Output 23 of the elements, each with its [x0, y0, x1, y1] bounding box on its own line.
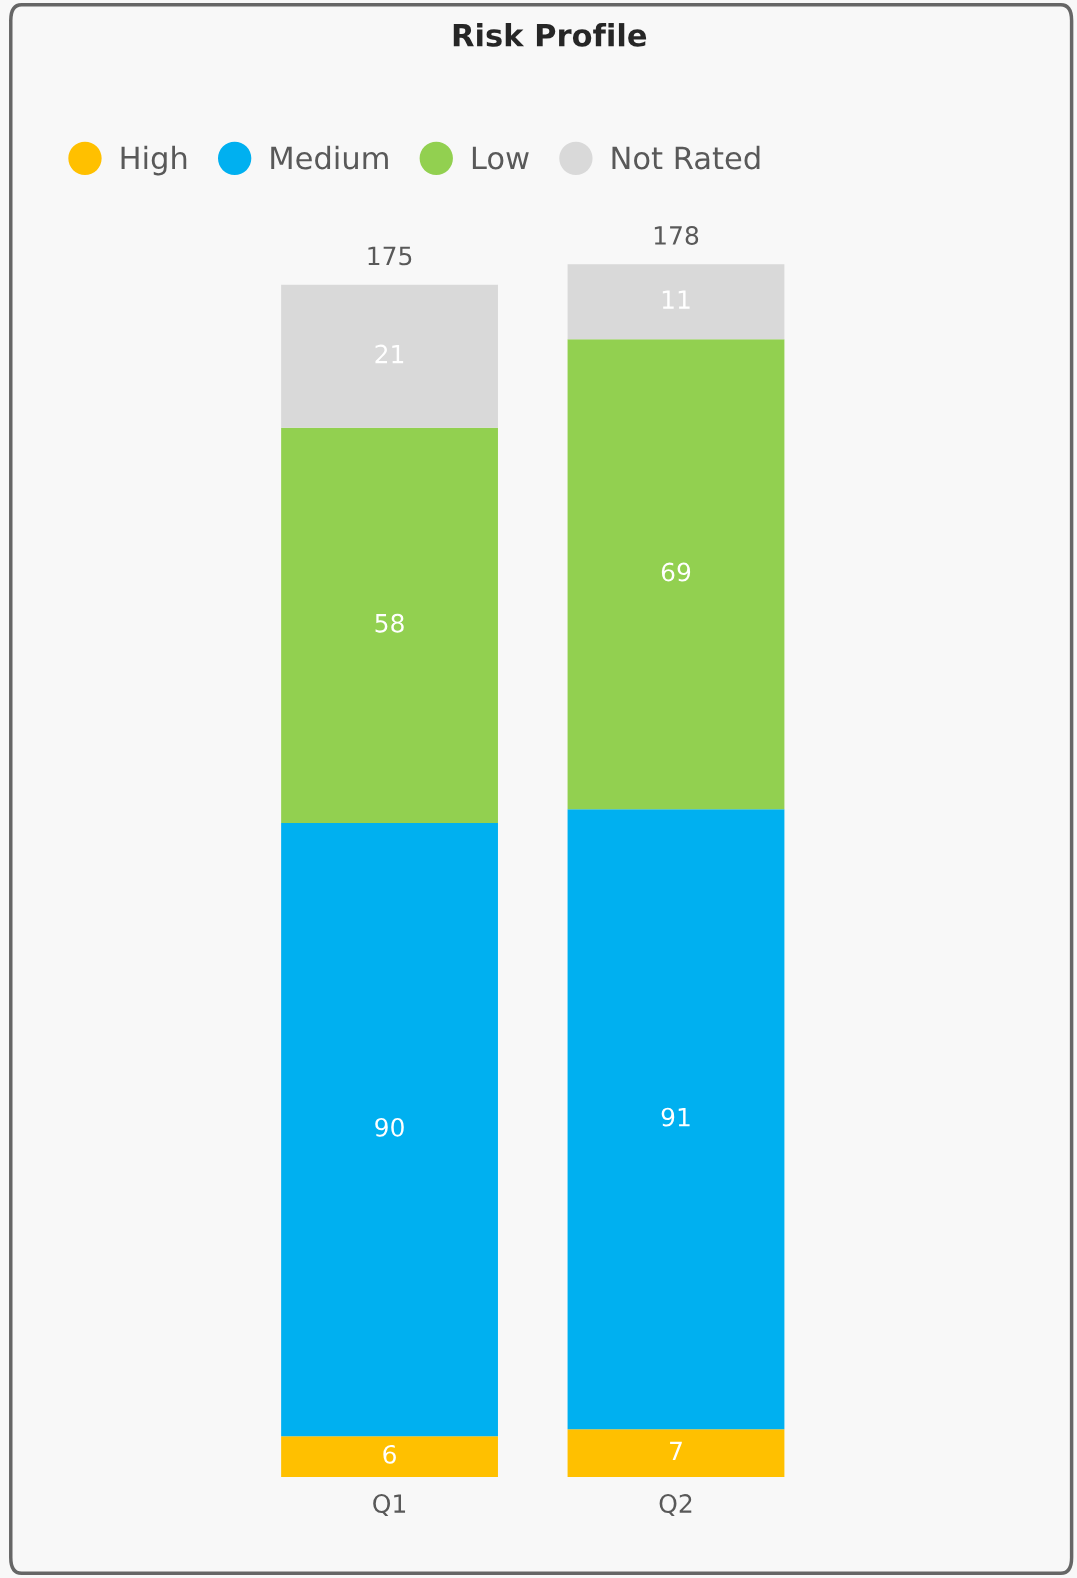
x-tick-label: Q2: [659, 1494, 692, 1516]
bar: [567, 809, 785, 1430]
bar: [567, 1429, 785, 1478]
data-label: 58: [375, 613, 404, 633]
bar: [281, 822, 498, 1437]
bar: [281, 284, 498, 428]
bar: [567, 264, 785, 340]
total-label: 175: [368, 246, 412, 266]
legend-label: Low: [472, 146, 529, 170]
x-tick-label: Q1: [373, 1494, 406, 1516]
chart-title: Risk Profile: [453, 23, 647, 47]
data-label: 7: [670, 1441, 682, 1461]
bar: [281, 427, 498, 823]
bar: [567, 339, 785, 810]
data-label: 91: [661, 1107, 690, 1127]
total-label: 178: [654, 225, 699, 245]
bar: [281, 1436, 498, 1478]
data-label: 90: [375, 1117, 404, 1137]
data-label: 69: [661, 562, 691, 582]
data-label: 6: [383, 1444, 396, 1464]
legend-label: Medium: [271, 145, 388, 170]
legend-label: Not Rated: [612, 145, 760, 170]
legend-label: High: [121, 145, 187, 176]
